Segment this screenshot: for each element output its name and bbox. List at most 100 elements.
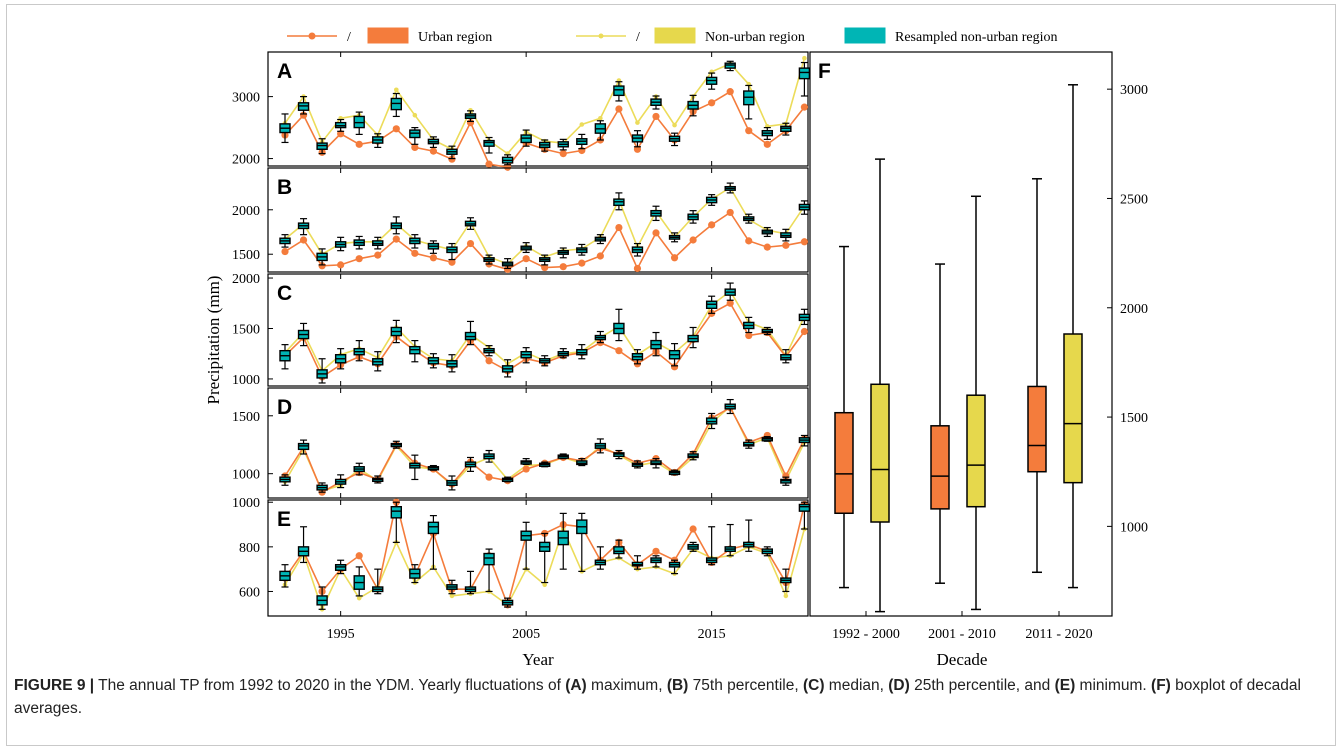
box-resampled — [372, 475, 384, 484]
decade-box — [834, 245, 854, 589]
box-iqr — [483, 552, 495, 566]
box-resampled — [613, 539, 625, 559]
box-resampled — [539, 461, 551, 468]
box-resampled — [316, 248, 328, 266]
box-resampled — [594, 330, 607, 344]
panel-frame — [267, 273, 809, 387]
point-urban — [670, 254, 679, 262]
box-resampled — [557, 138, 569, 151]
point-urban — [726, 208, 734, 217]
point-urban — [374, 251, 382, 259]
box-resampled — [334, 348, 347, 370]
point-nonurban — [412, 112, 418, 118]
point-nonurban — [598, 115, 603, 121]
box-resampled — [780, 122, 792, 136]
point-urban — [615, 347, 623, 355]
box-resampled — [743, 213, 755, 224]
box-resampled — [353, 462, 365, 476]
box-resampled — [724, 182, 736, 194]
box-resampled — [409, 454, 421, 481]
caption-ref-e: (E) — [1054, 677, 1076, 694]
point-nonurban — [449, 593, 455, 599]
box-resampled — [316, 358, 328, 384]
panel-letter: D — [277, 396, 292, 419]
box-resampled — [631, 242, 644, 257]
figure-frame — [6, 4, 1336, 746]
box-resampled — [724, 60, 736, 72]
box-resampled — [501, 359, 514, 378]
x-axis-label: Year — [522, 650, 554, 669]
box-resampled — [557, 512, 569, 570]
box-resampled — [687, 210, 699, 224]
series-line-urban — [284, 406, 806, 494]
box-resampled — [297, 439, 310, 455]
box-resampled — [780, 476, 792, 486]
point-urban — [578, 259, 586, 267]
figure-caption: FIGURE 9 | The annual TP from 1992 to 20… — [14, 674, 1314, 720]
box-resampled — [483, 449, 495, 463]
box-resampled — [409, 126, 421, 145]
y-axis-label: Precipitation (mm) — [204, 276, 223, 405]
box-resampled — [594, 234, 607, 245]
box-resampled — [483, 254, 495, 265]
box-resampled — [297, 526, 310, 564]
point-urban — [800, 327, 809, 336]
point-nonurban — [579, 122, 585, 127]
box-resampled — [520, 242, 532, 254]
box-iqr — [427, 521, 440, 535]
box-resampled — [483, 345, 495, 357]
box-resampled — [705, 295, 718, 314]
point-urban — [504, 265, 512, 273]
box-resampled — [761, 546, 773, 557]
box-resampled — [724, 282, 736, 301]
point-urban — [559, 263, 567, 271]
y-tick-label: 3000 — [232, 91, 260, 106]
box-resampled — [520, 521, 532, 570]
legend-nonurban-sep: / — [636, 30, 640, 45]
panel-letter: C — [277, 282, 292, 305]
box-resampled — [427, 464, 440, 471]
point-urban — [708, 221, 716, 229]
point-urban — [745, 237, 753, 245]
box-resampled — [705, 412, 718, 430]
box-resampled — [446, 475, 458, 491]
point-urban — [652, 547, 660, 555]
box-iqr — [930, 425, 950, 510]
box-resampled — [464, 456, 477, 472]
point-urban — [392, 235, 400, 243]
caption-text-a: maximum, — [586, 677, 667, 694]
box-resampled — [353, 235, 365, 250]
series-line-nonurban — [284, 186, 806, 265]
legend-urban-patch — [367, 27, 409, 44]
box-resampled — [798, 434, 811, 447]
point-urban — [652, 229, 660, 237]
box-resampled — [761, 126, 773, 140]
point-urban — [411, 249, 419, 257]
point-urban — [448, 258, 456, 266]
box-resampled — [613, 192, 625, 211]
series-line-urban — [284, 90, 806, 169]
y-tick-label: 1000 — [232, 468, 260, 483]
x-tick-label: 2005 — [512, 627, 540, 642]
x-tick-label: 2011 - 2020 — [1025, 627, 1092, 642]
box-resampled — [297, 218, 310, 236]
box-iqr — [1027, 385, 1047, 473]
point-nonurban — [394, 87, 399, 93]
box-resampled — [279, 474, 291, 486]
box-resampled — [334, 236, 347, 252]
point-nonurban — [802, 55, 807, 61]
box-resampled — [539, 254, 551, 266]
box-resampled — [372, 236, 384, 250]
point-urban — [800, 238, 809, 246]
y-tick-label: 1000 — [232, 496, 260, 511]
point-urban — [485, 160, 493, 168]
box-resampled — [464, 110, 477, 122]
box-resampled — [279, 113, 291, 144]
y-tick-label: 3000 — [1120, 83, 1148, 98]
box-resampled — [520, 347, 532, 364]
box-resampled — [557, 453, 569, 460]
box-iqr — [798, 67, 811, 80]
box-resampled — [539, 355, 551, 367]
y-tick-label: 800 — [239, 541, 260, 556]
box-resampled — [687, 541, 699, 552]
